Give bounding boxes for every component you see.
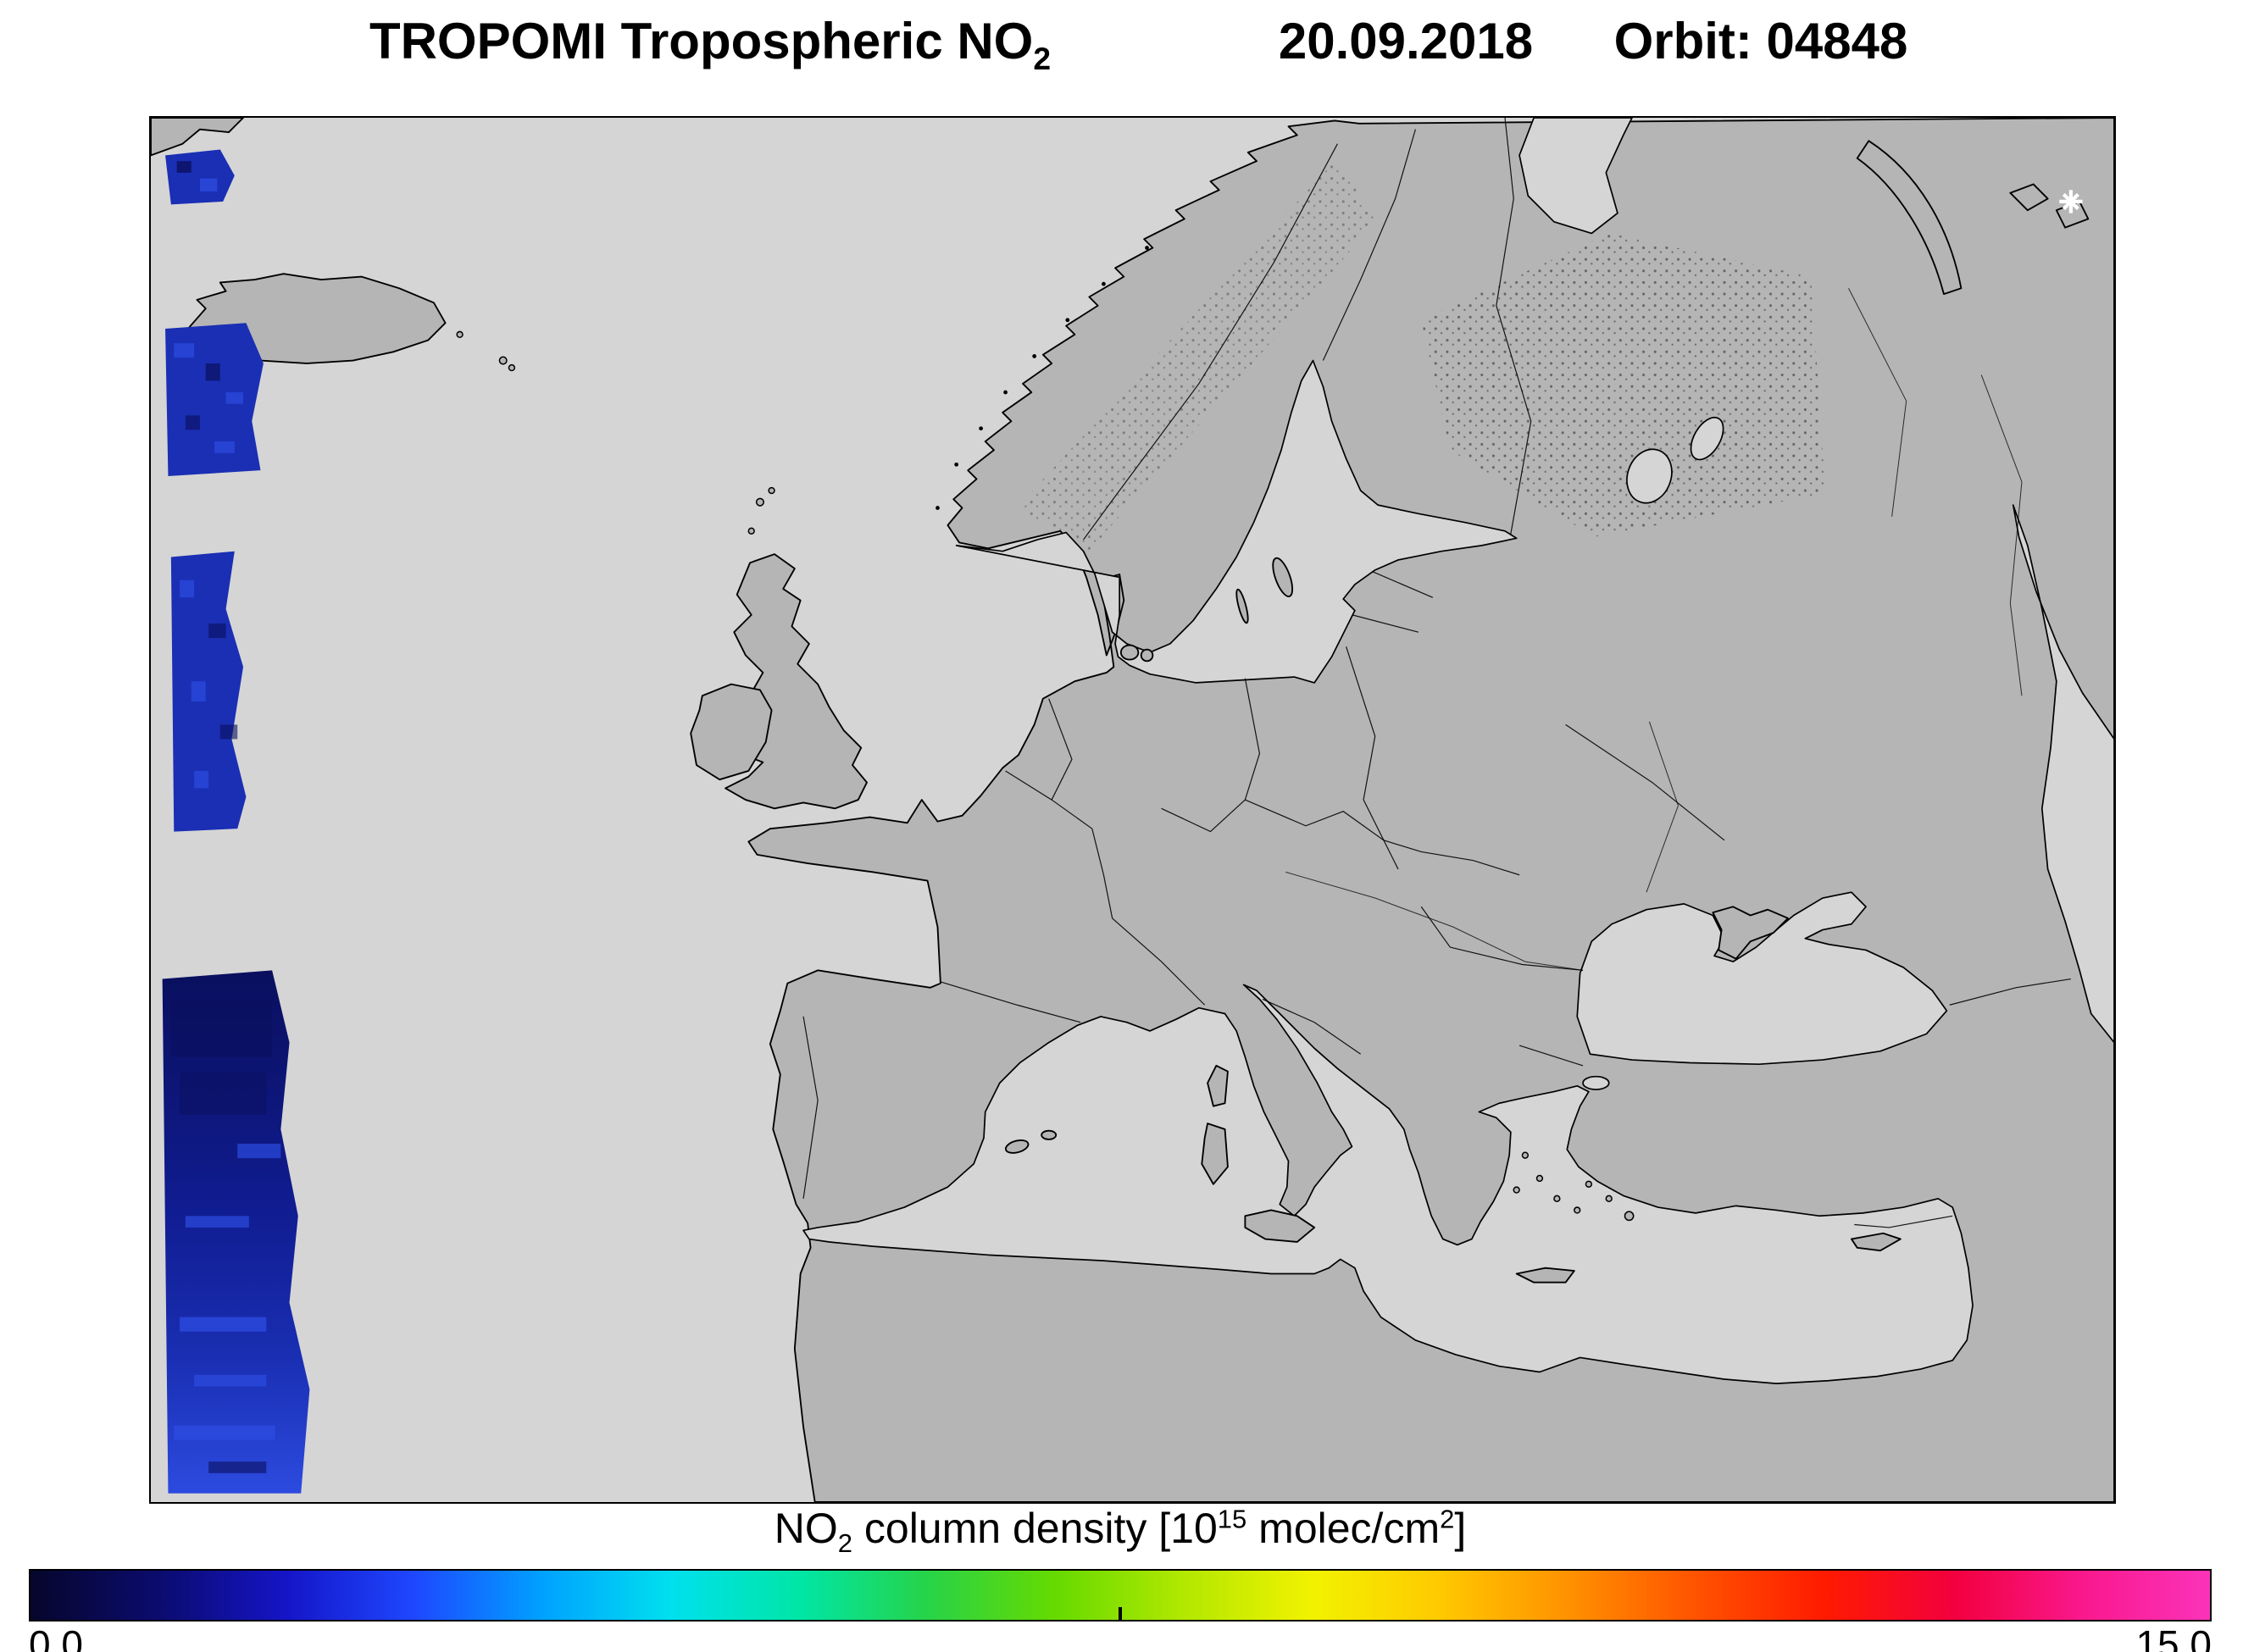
orbit-number: Orbit: 04848: [1613, 13, 1908, 69]
no2-data-swaths: [162, 149, 310, 1494]
oland: [1235, 588, 1249, 624]
colorbar-title-text2: column density [10: [852, 1505, 1218, 1552]
gotland: [1272, 557, 1294, 597]
colorbar-title-text4: ]: [1454, 1505, 1467, 1552]
mallorca: [1004, 1139, 1030, 1154]
figure-date: 20.09.2018: [1278, 13, 1534, 69]
islands: [151, 118, 2090, 1283]
funen: [1140, 648, 1154, 662]
novaya-zemlya: [1856, 140, 1963, 296]
figure-title: TROPOMI Tropospheric NO2: [369, 12, 1051, 75]
colorbar-gradient: [29, 1569, 2212, 1622]
no2-swath-segment-1: [165, 149, 235, 205]
zealand: [1119, 644, 1140, 661]
black-sea: [1576, 891, 1948, 1066]
colorbar-title: NO2 column density [1015 molec/cm2]: [29, 1504, 2212, 1556]
colorbar-title-text: NO: [774, 1505, 838, 1552]
white-sea: [1518, 118, 1633, 235]
sardinia: [1201, 1123, 1229, 1185]
cloud-artifact: [2059, 190, 2083, 213]
seas: [802, 118, 2114, 1384]
colorbar-center-tick: [1119, 1607, 1122, 1620]
no2-swath-segment-2: [165, 323, 264, 476]
colorbar-title-sub: 2: [837, 1528, 852, 1558]
no2-swath-segment-3: [170, 551, 247, 832]
caspian-sea: [2012, 504, 2114, 1044]
sea-of-marmara: [1582, 1075, 1610, 1090]
country-borders: [802, 118, 2071, 1228]
swath-noise-texture: [170, 161, 281, 1473]
colorbar-min-label: 0.0: [29, 1622, 83, 1652]
ireland: [690, 683, 773, 781]
map-panel: [149, 116, 2116, 1504]
figure-title-text: TROPOMI Tropospheric NO: [369, 13, 1034, 69]
svalbard-island-1: [2009, 183, 2049, 212]
greenland-corner: [151, 118, 244, 157]
colorbar-title-sup1: 15: [1217, 1504, 1247, 1534]
cyprus: [1850, 1232, 1902, 1252]
crete: [1515, 1267, 1575, 1283]
colorbar-max-label: 15.0: [2135, 1622, 2212, 1652]
colorbar-title-text3: molec/cm: [1246, 1505, 1441, 1552]
mediterranean-sea: [802, 984, 1974, 1384]
lake-ladoga: [1626, 448, 1673, 504]
colorbar-title-sup2: 2: [1440, 1504, 1455, 1534]
figure-title-subscript: 2: [1033, 41, 1052, 76]
crimea: [1712, 906, 1789, 960]
sicily: [1244, 1209, 1316, 1243]
terrain-speckle-norway: [1017, 161, 1379, 552]
norway-skerry-dots: [936, 246, 1149, 510]
lake-onega: [1690, 416, 1724, 461]
small-island-dots: [210, 157, 1635, 1222]
terrain-speckle-finland: [1421, 233, 1826, 537]
menorca: [1041, 1129, 1058, 1140]
europe-map-canvas: [151, 118, 2114, 1502]
corsica: [1207, 1064, 1229, 1107]
